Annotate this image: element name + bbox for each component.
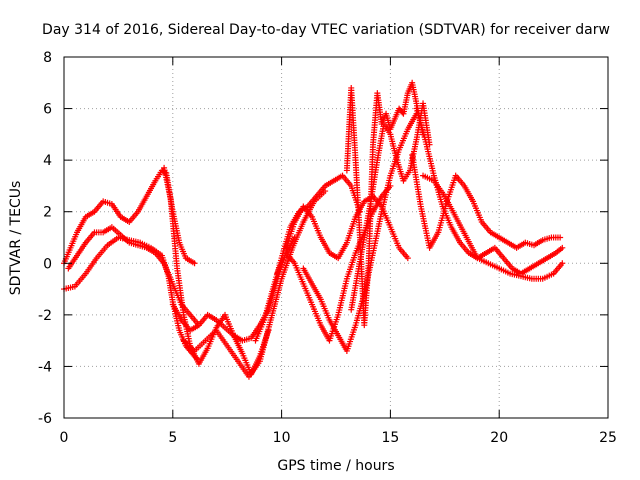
- series-trace-12: [348, 100, 433, 313]
- x-tick-label: 15: [381, 430, 399, 446]
- y-tick-label: 8: [43, 50, 52, 66]
- x-tick-label: 0: [60, 430, 69, 446]
- y-tick-label: 0: [43, 256, 52, 272]
- y-tick-label: -2: [38, 308, 52, 324]
- series-trace-7: [252, 172, 363, 344]
- data-point: [191, 260, 198, 267]
- y-tick-label: 2: [43, 205, 52, 221]
- x-tick-label: 20: [490, 430, 508, 446]
- series-trace-13: [409, 151, 564, 251]
- data-series: [61, 79, 566, 380]
- y-tick-label: -4: [38, 359, 52, 375]
- plot-frame: [63, 56, 609, 419]
- data-point: [559, 244, 566, 251]
- series-trace-4: [161, 164, 272, 378]
- grid: [64, 57, 608, 418]
- series-trace-15: [413, 105, 566, 277]
- y-tick-label: 4: [43, 153, 52, 169]
- chart-title: Day 314 of 2016, Sidereal Day-to-day VTE…: [42, 22, 610, 38]
- data-point: [557, 234, 564, 241]
- series-trace-8: [274, 182, 394, 344]
- x-tick-label: 10: [273, 430, 291, 446]
- y-tick-label: -6: [38, 411, 52, 427]
- x-tick-label: 25: [599, 430, 617, 446]
- axis-ticks: 0 5 10 15 20 25 -6 -4 -2 0 2 4 6 8: [38, 50, 617, 446]
- x-axis-label: GPS time / hours: [277, 458, 394, 474]
- data-point: [559, 260, 566, 267]
- series-trace-6: [180, 188, 329, 380]
- y-axis-label: SDTVAR / TECUs: [8, 181, 24, 296]
- y-tick-label: 6: [43, 102, 52, 118]
- data-point: [404, 255, 411, 262]
- x-tick-label: 5: [168, 430, 177, 446]
